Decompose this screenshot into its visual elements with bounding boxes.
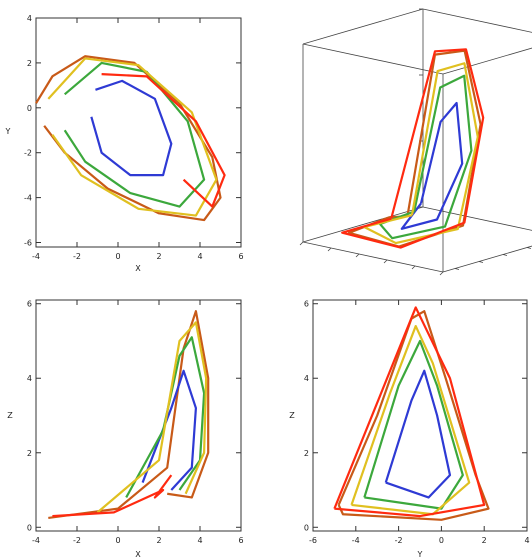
3d-box bbox=[302, 8, 532, 273]
xy-xtick-label: -2 bbox=[73, 252, 81, 261]
xz-frame bbox=[35, 299, 242, 532]
xy-xtick-label: 2 bbox=[156, 252, 161, 261]
xz-series-line bbox=[52, 474, 173, 518]
xy-ytick-label: 2 bbox=[27, 59, 32, 68]
3d-y-tick bbox=[478, 261, 484, 263]
xy-frame bbox=[35, 17, 242, 248]
yz-xtick-label: 4 bbox=[524, 536, 529, 545]
xz-ticks: -4 -2 0 2 4 6 0 2 4 6 bbox=[27, 300, 244, 545]
xz-series-line bbox=[96, 321, 208, 514]
xz-ytick-label: 4 bbox=[27, 374, 32, 383]
yz-ytick-label: 2 bbox=[304, 449, 309, 458]
xz-xtick-label: -4 bbox=[32, 536, 40, 545]
xy-series-line bbox=[63, 61, 206, 208]
xz-xtick-label: 6 bbox=[238, 536, 243, 545]
panel-3d bbox=[299, 8, 532, 276]
panel-xz: -4 -2 0 2 4 6 0 2 4 6 X Z bbox=[7, 299, 244, 559]
xy-series-line bbox=[90, 79, 173, 177]
yz-xlabel: Y bbox=[417, 550, 423, 559]
panel-yz: -6 -4 -2 0 2 4 0 2 4 6 Y Z bbox=[289, 299, 530, 559]
yz-series bbox=[333, 306, 490, 521]
3d-x-tick bbox=[299, 241, 304, 246]
3d-series-line bbox=[400, 101, 464, 230]
yz-ylabel: Z bbox=[289, 411, 295, 420]
yz-ytick-label: 0 bbox=[304, 523, 309, 532]
yz-ytick-label: 6 bbox=[304, 300, 309, 309]
xz-ytick-label: 6 bbox=[27, 300, 32, 309]
3d-x-tick bbox=[411, 265, 416, 270]
xz-series-line bbox=[141, 369, 197, 491]
xy-xtick-label: 4 bbox=[197, 252, 202, 261]
3d-y-tick bbox=[526, 247, 532, 249]
3d-box-edge bbox=[302, 241, 444, 273]
3d-x-tick bbox=[355, 253, 360, 258]
xz-ylabel: Z bbox=[7, 411, 13, 420]
xz-xlabel: X bbox=[135, 550, 141, 559]
3d-box-edge bbox=[442, 245, 532, 273]
3d-series-line bbox=[378, 74, 473, 240]
yz-xtick-label: -6 bbox=[309, 536, 317, 545]
3d-box-edge bbox=[422, 206, 532, 231]
yz-xtick-label: -2 bbox=[395, 536, 403, 545]
yz-series-line bbox=[337, 310, 490, 521]
3d-series-line bbox=[363, 62, 479, 245]
xy-ytick-label: 0 bbox=[27, 104, 32, 113]
3d-ticks bbox=[299, 8, 532, 276]
yz-series-line bbox=[384, 369, 452, 499]
3d-box-edge bbox=[302, 43, 444, 75]
xy-ytick-label: -2 bbox=[24, 149, 32, 158]
xy-ytick-label: 4 bbox=[27, 14, 32, 23]
xy-ylabel: Y bbox=[5, 127, 11, 136]
yz-series-line bbox=[363, 339, 464, 510]
xy-series bbox=[35, 55, 226, 222]
3d-x-tick bbox=[327, 247, 332, 252]
3d-box-edge bbox=[422, 8, 532, 33]
yz-ticks: -6 -4 -2 0 2 4 0 2 4 6 bbox=[304, 300, 530, 545]
yz-frame bbox=[312, 299, 528, 532]
xz-xtick-label: 2 bbox=[156, 536, 161, 545]
xz-series-line bbox=[48, 310, 210, 520]
xy-ytick-label: -4 bbox=[24, 194, 32, 203]
xz-ytick-label: 0 bbox=[27, 523, 32, 532]
3d-y-tick bbox=[454, 268, 460, 270]
xy-series-line bbox=[47, 57, 218, 217]
xz-series bbox=[48, 310, 210, 520]
3d-box-edge bbox=[302, 206, 424, 243]
xy-xtick-label: 0 bbox=[115, 252, 120, 261]
xz-ytick-label: 2 bbox=[27, 449, 32, 458]
yz-xtick-label: -4 bbox=[352, 536, 360, 545]
yz-series-line bbox=[333, 306, 486, 518]
yz-xtick-label: 0 bbox=[439, 536, 444, 545]
xy-series-line bbox=[101, 73, 226, 208]
yz-xtick-label: 2 bbox=[482, 536, 487, 545]
3d-series bbox=[341, 48, 485, 249]
xz-series-line bbox=[125, 336, 206, 498]
3d-box-edge bbox=[442, 47, 532, 75]
3d-x-tick bbox=[439, 271, 444, 276]
xy-xlabel: X bbox=[135, 264, 141, 273]
xz-xtick-label: -2 bbox=[73, 536, 81, 545]
3d-y-tick bbox=[502, 254, 508, 256]
3d-x-tick bbox=[383, 259, 388, 264]
3d-series-line bbox=[341, 48, 485, 249]
3d-box-edge bbox=[302, 8, 424, 45]
xz-xtick-label: 0 bbox=[115, 536, 120, 545]
xy-ytick-label: -6 bbox=[24, 239, 32, 248]
xy-xtick-label: 6 bbox=[238, 252, 243, 261]
yz-ytick-label: 4 bbox=[304, 374, 309, 383]
xy-xtick-label: -4 bbox=[32, 252, 40, 261]
xz-xtick-label: 4 bbox=[197, 536, 202, 545]
